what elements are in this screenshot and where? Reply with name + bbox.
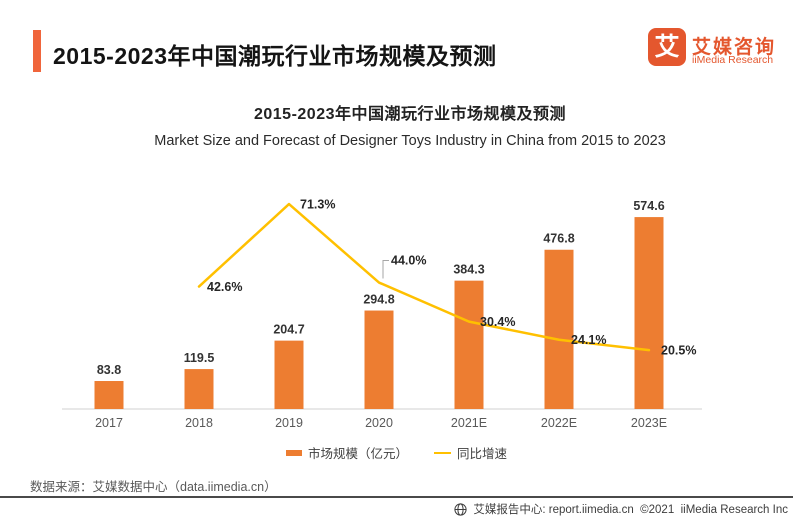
legend-item-market-size: 市场规模（亿元） (285, 443, 408, 462)
growth-value-label: 30.4% (480, 315, 515, 329)
legend-label: 同比增速 (457, 447, 508, 461)
bar-series-swatch-icon (285, 449, 302, 456)
brand-name-en: iiMedia Research (692, 54, 774, 66)
bar-value-label: 119.5 (184, 351, 215, 365)
growth-value-label: 20.5% (661, 344, 696, 358)
bar-value-label: 476.8 (543, 232, 574, 246)
line-series-swatch-icon (434, 451, 451, 454)
bar (544, 249, 574, 409)
bar-value-label: 574.6 (633, 199, 664, 213)
bar-value-label: 83.8 (97, 363, 121, 377)
legend-item-growth-rate: 同比增速 (434, 443, 507, 462)
bar-value-label: 384.3 (453, 263, 484, 277)
chart-title-block: 2015-2023年中国潮玩行业市场规模及预测 Market Size and … (30, 100, 790, 149)
x-tick-label: 2022E (541, 416, 577, 430)
chart-title: 2015-2023年中国潮玩行业市场规模及预测 (253, 106, 567, 123)
x-tick-label: 2019 (275, 416, 303, 430)
legend-label: 市场规模（亿元） (307, 447, 408, 461)
label-callout-line (382, 260, 389, 279)
page-title: 2015-2023年中国潮玩行业市场规模及预测 (53, 43, 497, 69)
bar-value-label: 204.7 (273, 323, 304, 337)
bar-value-label: 294.8 (363, 293, 394, 307)
growth-value-label: 44.0% (391, 254, 426, 268)
globe-icon (454, 502, 467, 516)
page-footer: 艾媒报告中心: report.iimedia.cn ©2021 iiMedia … (0, 496, 793, 517)
growth-value-label: 42.6% (207, 280, 242, 294)
x-tick-label: 2021E (451, 416, 487, 430)
logo-glyph: 艾 (654, 32, 680, 61)
chart-subtitle: Market Size and Forecast of Designer Toy… (154, 133, 666, 149)
growth-value-label: 71.3% (300, 198, 335, 212)
chart-legend: 市场规模（亿元） 同比增速 (0, 443, 793, 462)
x-tick-label: 2017 (95, 416, 123, 430)
bar (634, 217, 664, 409)
footer-text: 艾媒报告中心: report.iimedia.cn ©2021 iiMedia … (473, 504, 788, 516)
bar (94, 381, 124, 409)
bar (274, 340, 304, 409)
market-size-chart: 83.8 2017 119.5 2018 204.7 2019 294.8 2020 384.3… (62, 198, 702, 430)
growth-value-label: 24.1% (571, 333, 606, 347)
growth-line (197, 202, 651, 352)
bar (184, 369, 214, 409)
x-tick-label: 2018 (185, 416, 213, 430)
brand-name-cn: 艾媒咨询 (692, 37, 777, 58)
bar (364, 310, 394, 409)
bar (454, 280, 484, 409)
data-source-note: 数据来源：艾媒数据中心（data.iimedia.cn） (30, 480, 277, 494)
iimedia-logo-icon: 艾 (648, 28, 686, 66)
x-tick-label: 2020 (365, 416, 393, 430)
header-accent-bar (33, 30, 41, 72)
x-tick-label: 2023E (631, 416, 667, 430)
